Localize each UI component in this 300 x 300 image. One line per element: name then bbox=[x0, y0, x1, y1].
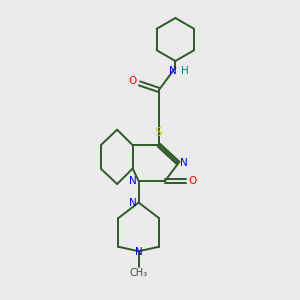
Text: N: N bbox=[129, 198, 136, 208]
Text: O: O bbox=[129, 76, 137, 86]
Text: N: N bbox=[169, 67, 177, 76]
Text: N: N bbox=[181, 158, 188, 168]
Text: O: O bbox=[188, 176, 196, 186]
Text: CH₃: CH₃ bbox=[130, 268, 148, 278]
Text: N: N bbox=[135, 247, 142, 257]
Text: N: N bbox=[129, 176, 136, 186]
Text: H: H bbox=[182, 67, 189, 76]
Text: S: S bbox=[155, 126, 162, 139]
